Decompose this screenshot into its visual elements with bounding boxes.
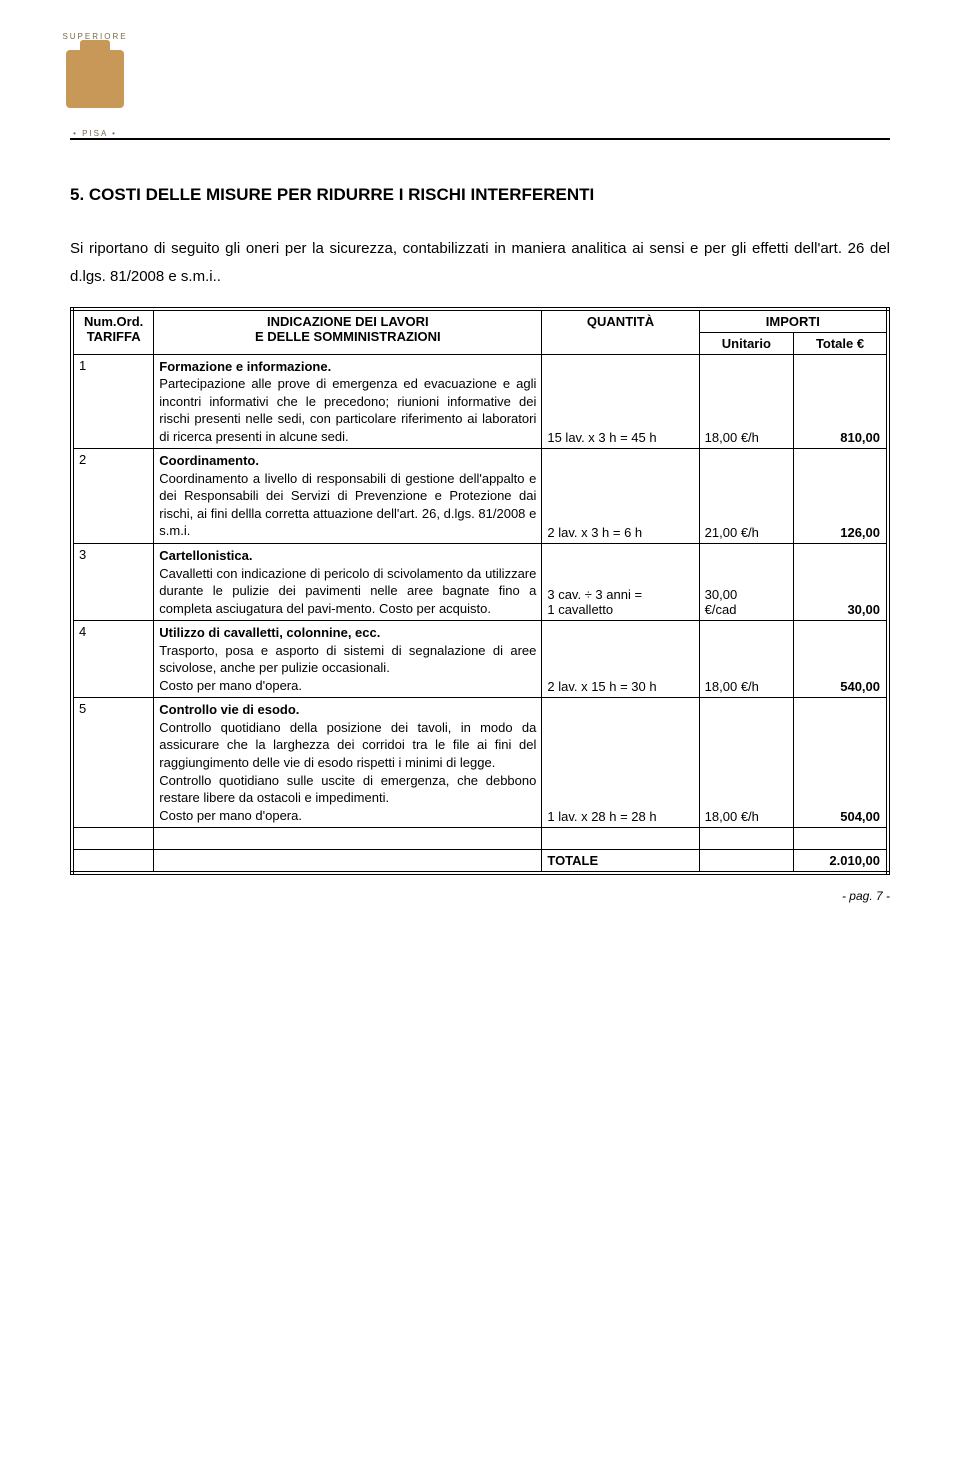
row-total: 504,00: [794, 698, 888, 828]
row-unit-price: 21,00 €/h: [699, 449, 793, 544]
row-description: Cartellonistica.Cavalletti con indicazio…: [154, 543, 542, 620]
row-unit-price: 30,00€/cad: [699, 543, 793, 620]
th-total: Totale €: [794, 332, 888, 354]
th-desc: INDICAZIONE DEI LAVORI E DELLE SOMMINIST…: [154, 309, 542, 355]
row-description: Formazione e informazione.Partecipazione…: [154, 354, 542, 449]
th-num: Num.Ord. TARIFFA: [72, 309, 154, 355]
table-row: 4Utilizzo di cavalletti, colonnine, ecc.…: [72, 621, 888, 698]
row-total: 30,00: [794, 543, 888, 620]
table-row: 2Coordinamento.Coordinamento a livello d…: [72, 449, 888, 544]
section-intro: Si riportano di seguito gli oneri per la…: [70, 235, 890, 291]
logo-ring-bottom: • PISA •: [40, 129, 150, 138]
row-num: 2: [72, 449, 154, 544]
th-unit: Unitario: [699, 332, 793, 354]
row-quantity: 1 lav. x 28 h = 28 h: [542, 698, 699, 828]
cost-table: Num.Ord. TARIFFA INDICAZIONE DEI LAVORI …: [70, 307, 890, 876]
spacer-row: [72, 828, 888, 850]
row-total: 810,00: [794, 354, 888, 449]
row-quantity: 15 lav. x 3 h = 45 h: [542, 354, 699, 449]
logo-building-icon: [66, 50, 124, 108]
total-row: TOTALE 2.010,00: [72, 850, 888, 874]
row-unit-price: 18,00 €/h: [699, 354, 793, 449]
th-amounts: IMPORTI: [699, 309, 888, 333]
th-qty: QUANTITÀ: [542, 309, 699, 355]
header-separator: [70, 138, 890, 140]
row-description: Utilizzo di cavalletti, colonnine, ecc.T…: [154, 621, 542, 698]
page-footer: - pag. 7 -: [70, 889, 890, 903]
row-total: 126,00: [794, 449, 888, 544]
row-description: Coordinamento.Coordinamento a livello di…: [154, 449, 542, 544]
row-unit-price: 18,00 €/h: [699, 698, 793, 828]
row-num: 1: [72, 354, 154, 449]
row-quantity: 3 cav. ÷ 3 anni =1 cavalletto: [542, 543, 699, 620]
table-row: 1Formazione e informazione.Partecipazion…: [72, 354, 888, 449]
row-num: 3: [72, 543, 154, 620]
row-unit-price: 18,00 €/h: [699, 621, 793, 698]
row-total: 540,00: [794, 621, 888, 698]
row-description: Controllo vie di esodo.Controllo quotidi…: [154, 698, 542, 828]
row-quantity: 2 lav. x 15 h = 30 h: [542, 621, 699, 698]
header-logo: SUPERIORE • PISA •: [70, 30, 890, 130]
total-value: 2.010,00: [794, 850, 888, 874]
row-num: 4: [72, 621, 154, 698]
total-label: TOTALE: [542, 850, 699, 874]
table-row: 3Cartellonistica.Cavalletti con indicazi…: [72, 543, 888, 620]
row-num: 5: [72, 698, 154, 828]
table-row: 5Controllo vie di esodo.Controllo quotid…: [72, 698, 888, 828]
section-title: 5. COSTI DELLE MISURE PER RIDURRE I RISC…: [70, 185, 890, 205]
row-quantity: 2 lav. x 3 h = 6 h: [542, 449, 699, 544]
